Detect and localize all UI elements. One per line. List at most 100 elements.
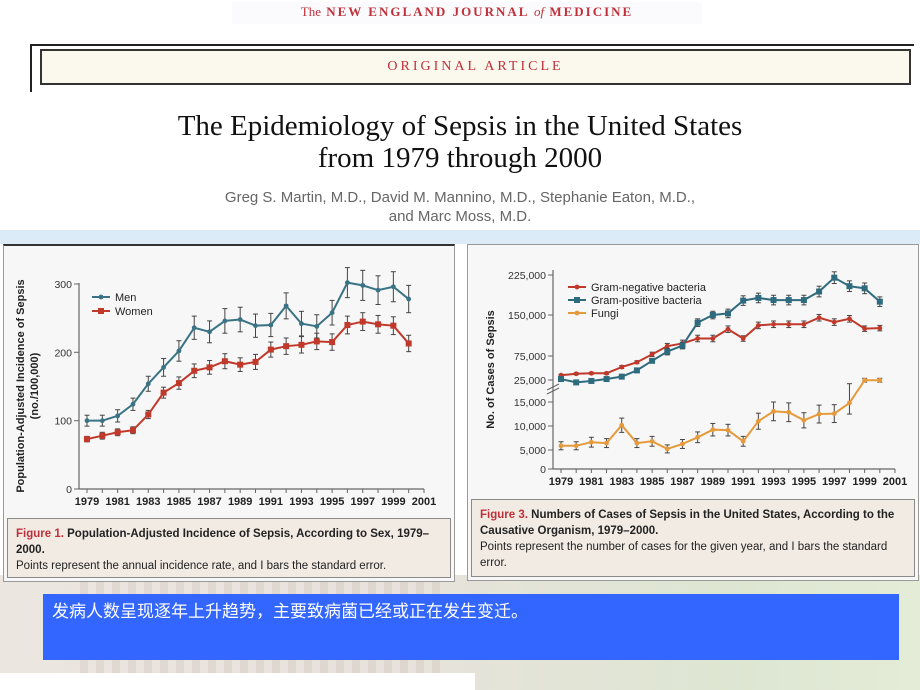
- x-tick-label: 1997: [350, 496, 374, 508]
- square-marker-icon: [709, 312, 716, 318]
- x-tick-label: 1989: [228, 496, 252, 508]
- diamond-marker-icon: [299, 321, 304, 327]
- series-line: [86, 320, 410, 441]
- diamond-marker-icon: [145, 381, 151, 387]
- diamond-marker-icon: [588, 439, 594, 445]
- author-list: Greg S. Martin, M.D., David M. Mannino, …: [0, 188, 920, 226]
- x-tick-label: 1991: [731, 476, 755, 488]
- diamond-marker-icon: [406, 296, 412, 302]
- square-marker-icon: [98, 308, 104, 314]
- figure-3-panel: 0 5,000 10,000 15,000 25,000 75,000 150,000 225…: [467, 244, 919, 581]
- y-tick-label: 150,000: [508, 310, 546, 322]
- diamond-marker-icon: [755, 322, 761, 328]
- diamond-marker-icon: [831, 411, 837, 417]
- diamond-marker-icon: [98, 294, 104, 300]
- legend-label: Men: [115, 292, 136, 304]
- background-white-strip: [0, 673, 475, 690]
- background-band: [0, 230, 920, 244]
- x-tick-label: 1999: [381, 496, 405, 508]
- square-marker-icon: [755, 294, 762, 301]
- diamond-marker-icon: [725, 427, 731, 433]
- y-tick-label: 100: [54, 416, 72, 428]
- y-axis-label-line: Population-Adjusted Incidence of Sepsis: [15, 279, 27, 492]
- y-axis-label: Population-Adjusted Incidence of Sepsis(…: [15, 279, 41, 492]
- x-tick-label: 1993: [761, 476, 785, 488]
- x-tick-label: 1995: [792, 476, 816, 488]
- diamond-marker-icon: [634, 440, 640, 446]
- diamond-marker-icon: [695, 434, 701, 440]
- diamond-marker-icon: [755, 418, 761, 424]
- axis-break-mark: [546, 387, 560, 395]
- x-tick-label: 1983: [609, 476, 633, 488]
- diamond-marker-icon: [619, 364, 625, 370]
- square-marker-icon: [252, 358, 259, 365]
- square-marker-icon: [267, 346, 274, 353]
- diamond-marker-icon: [816, 315, 822, 321]
- square-marker-icon: [206, 364, 213, 371]
- diamond-marker-icon: [801, 417, 807, 423]
- y-tick-label: 5,000: [520, 445, 546, 457]
- x-tick-label: 1997: [822, 476, 846, 488]
- diamond-marker-icon: [191, 325, 197, 331]
- diamond-marker-icon: [573, 443, 579, 449]
- figure-3-label: Figure 3.: [480, 509, 528, 521]
- square-marker-icon: [725, 310, 731, 317]
- y-tick-label: 0: [66, 484, 72, 496]
- y-tick-label: 75,000: [514, 351, 546, 363]
- square-marker-icon: [876, 298, 883, 305]
- diamond-marker-icon: [558, 443, 564, 449]
- figure-1-caption: Figure 1. Population-Adjusted Incidence …: [7, 518, 451, 578]
- diamond-marker-icon: [786, 409, 792, 415]
- diamond-marker-icon: [237, 317, 243, 322]
- x-tick-label: 1987: [670, 476, 694, 488]
- square-marker-icon: [129, 427, 136, 434]
- square-marker-icon: [649, 357, 656, 364]
- diamond-marker-icon: [740, 336, 746, 341]
- series-line: [560, 276, 881, 384]
- square-marker-icon: [633, 367, 640, 374]
- journal-of: of: [533, 4, 545, 19]
- diamond-marker-icon: [649, 438, 655, 444]
- square-marker-icon: [375, 321, 382, 328]
- x-tick-label: 1987: [197, 496, 221, 508]
- square-marker-icon: [84, 436, 90, 443]
- y-tick-label: 300: [54, 279, 72, 291]
- diamond-marker-icon: [253, 323, 258, 329]
- legend-label: Women: [115, 306, 153, 318]
- figure-1-label: Figure 1.: [16, 528, 64, 540]
- article-title-line2: from 1979 through 2000: [317, 142, 603, 174]
- diamond-marker-icon: [130, 401, 136, 407]
- diamond-marker-icon: [161, 364, 166, 370]
- diamond-marker-icon: [314, 323, 320, 329]
- diamond-marker-icon: [664, 446, 670, 452]
- diamond-marker-icon: [283, 303, 289, 309]
- summary-text: 发病人数呈现逐年上升趋势，主要致病菌已经或正在发生变迁。: [52, 602, 528, 622]
- square-marker-icon: [283, 343, 290, 350]
- authors-line2: and Marc Moss, M.D.: [388, 208, 532, 225]
- diamond-marker-icon: [862, 377, 868, 383]
- journal-the: The: [300, 4, 321, 19]
- series-line: [560, 316, 880, 377]
- figure-3-caption: Figure 3. Numbers of Cases of Sepsis in …: [471, 499, 915, 577]
- square-marker-icon: [221, 358, 228, 365]
- y-tick-label: 25,000: [514, 375, 546, 387]
- diamond-marker-icon: [619, 422, 625, 428]
- diamond-marker-icon: [725, 326, 731, 332]
- square-marker-icon: [831, 274, 838, 281]
- diamond-marker-icon: [786, 321, 792, 327]
- section-banner: ORIGINAL ARTICLE: [40, 49, 911, 85]
- x-tick-label: 1979: [75, 496, 99, 508]
- figure-1-panel: 0 100 200 300 1979 1981 1983 1985 1987 1989 1991 19…: [3, 244, 455, 582]
- diamond-marker-icon: [771, 408, 776, 414]
- y-tick-label: 0: [540, 464, 546, 476]
- figure-1-chart: 0 100 200 300 1979 1981 1983 1985 1987 1989 1991 19…: [15, 267, 436, 508]
- square-marker-icon: [390, 322, 397, 329]
- diamond-marker-icon: [877, 325, 883, 331]
- square-marker-icon: [770, 297, 777, 304]
- square-marker-icon: [664, 348, 671, 355]
- x-tick-label: 1985: [167, 496, 191, 508]
- diamond-marker-icon: [360, 282, 366, 288]
- article-title-line1: The Epidemiology of Sepsis in the United…: [177, 110, 743, 142]
- y-axis-label: No. of Cases of Sepsis: [485, 310, 497, 429]
- square-marker-icon: [573, 379, 580, 386]
